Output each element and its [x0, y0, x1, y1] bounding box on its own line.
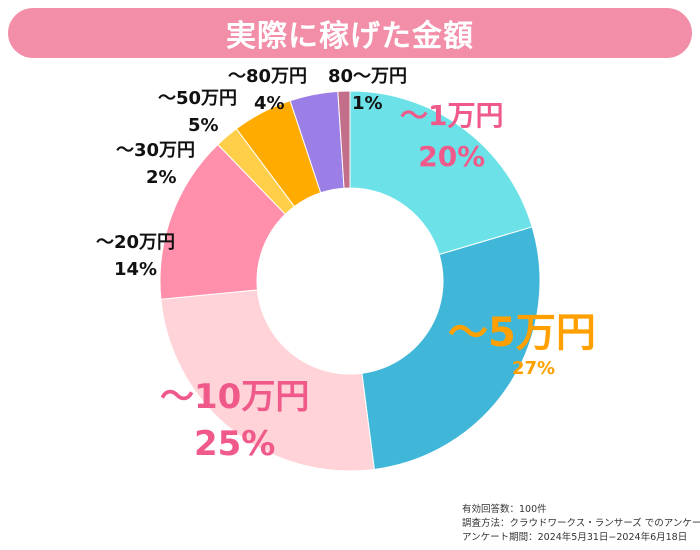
- slice-label-30man: ～30万円 2%: [116, 140, 195, 189]
- slice-label-1man: ～1万円 20%: [400, 98, 503, 174]
- chart-title: 実際に稼げた金額: [226, 19, 474, 54]
- slice-percent-5man: 27%: [512, 358, 556, 379]
- slice-name-80man-over: 80～万円: [328, 66, 408, 87]
- slice-name-5man: ～5万円: [448, 310, 596, 356]
- note-respondents: 有効回答数：100件: [462, 504, 547, 515]
- slice-name-50man: ～50万円: [158, 88, 238, 109]
- slice-percent-80man: 4%: [254, 92, 285, 114]
- slice-name-80man: ～80万円: [228, 66, 308, 87]
- slice-percent-10man: 25%: [193, 423, 276, 464]
- slice-percent-1man: 20%: [418, 140, 486, 173]
- slice-label-80man: ～80万円 4%: [228, 66, 307, 115]
- donut-slice-5man: [361, 226, 541, 471]
- donut-slice-80man-over: [337, 90, 351, 189]
- slice-percent-50man: 5%: [188, 114, 219, 136]
- slice-percent-20man: 14%: [114, 258, 158, 280]
- donut-slice-10man: [160, 289, 375, 472]
- slice-name-20man: ～20万円: [96, 232, 176, 253]
- slice-name-1man: ～1万円: [400, 99, 504, 132]
- slice-percent-80man-over: 1%: [352, 92, 383, 114]
- slice-label-10man: ～10万円 25%: [160, 376, 309, 465]
- slice-label-20man: ～20万円 14%: [96, 232, 175, 281]
- note-period: アンケート期間：2024年5月31日−2024年6月18日: [462, 531, 688, 543]
- note-method: 調査方法：クラウドワークス・ランサーズ でのアンケート: [462, 517, 700, 529]
- title-banner: 実際に稼げた金額: [8, 8, 692, 58]
- slice-name-30man: ～30万円: [116, 140, 196, 161]
- slice-label-80man-over: 80～万円 1%: [328, 66, 407, 115]
- slice-name-10man: ～10万円: [160, 377, 310, 417]
- slice-percent-30man: 2%: [146, 166, 177, 188]
- donut-slice-1man: [349, 90, 533, 256]
- slice-label-50man: ～50万円 5%: [158, 88, 237, 137]
- survey-notes: 有効回答数：100件 調査方法：クラウドワークス・ランサーズ でのアンケート ア…: [462, 503, 700, 544]
- slice-label-5man: ～5万円 27%: [448, 308, 596, 381]
